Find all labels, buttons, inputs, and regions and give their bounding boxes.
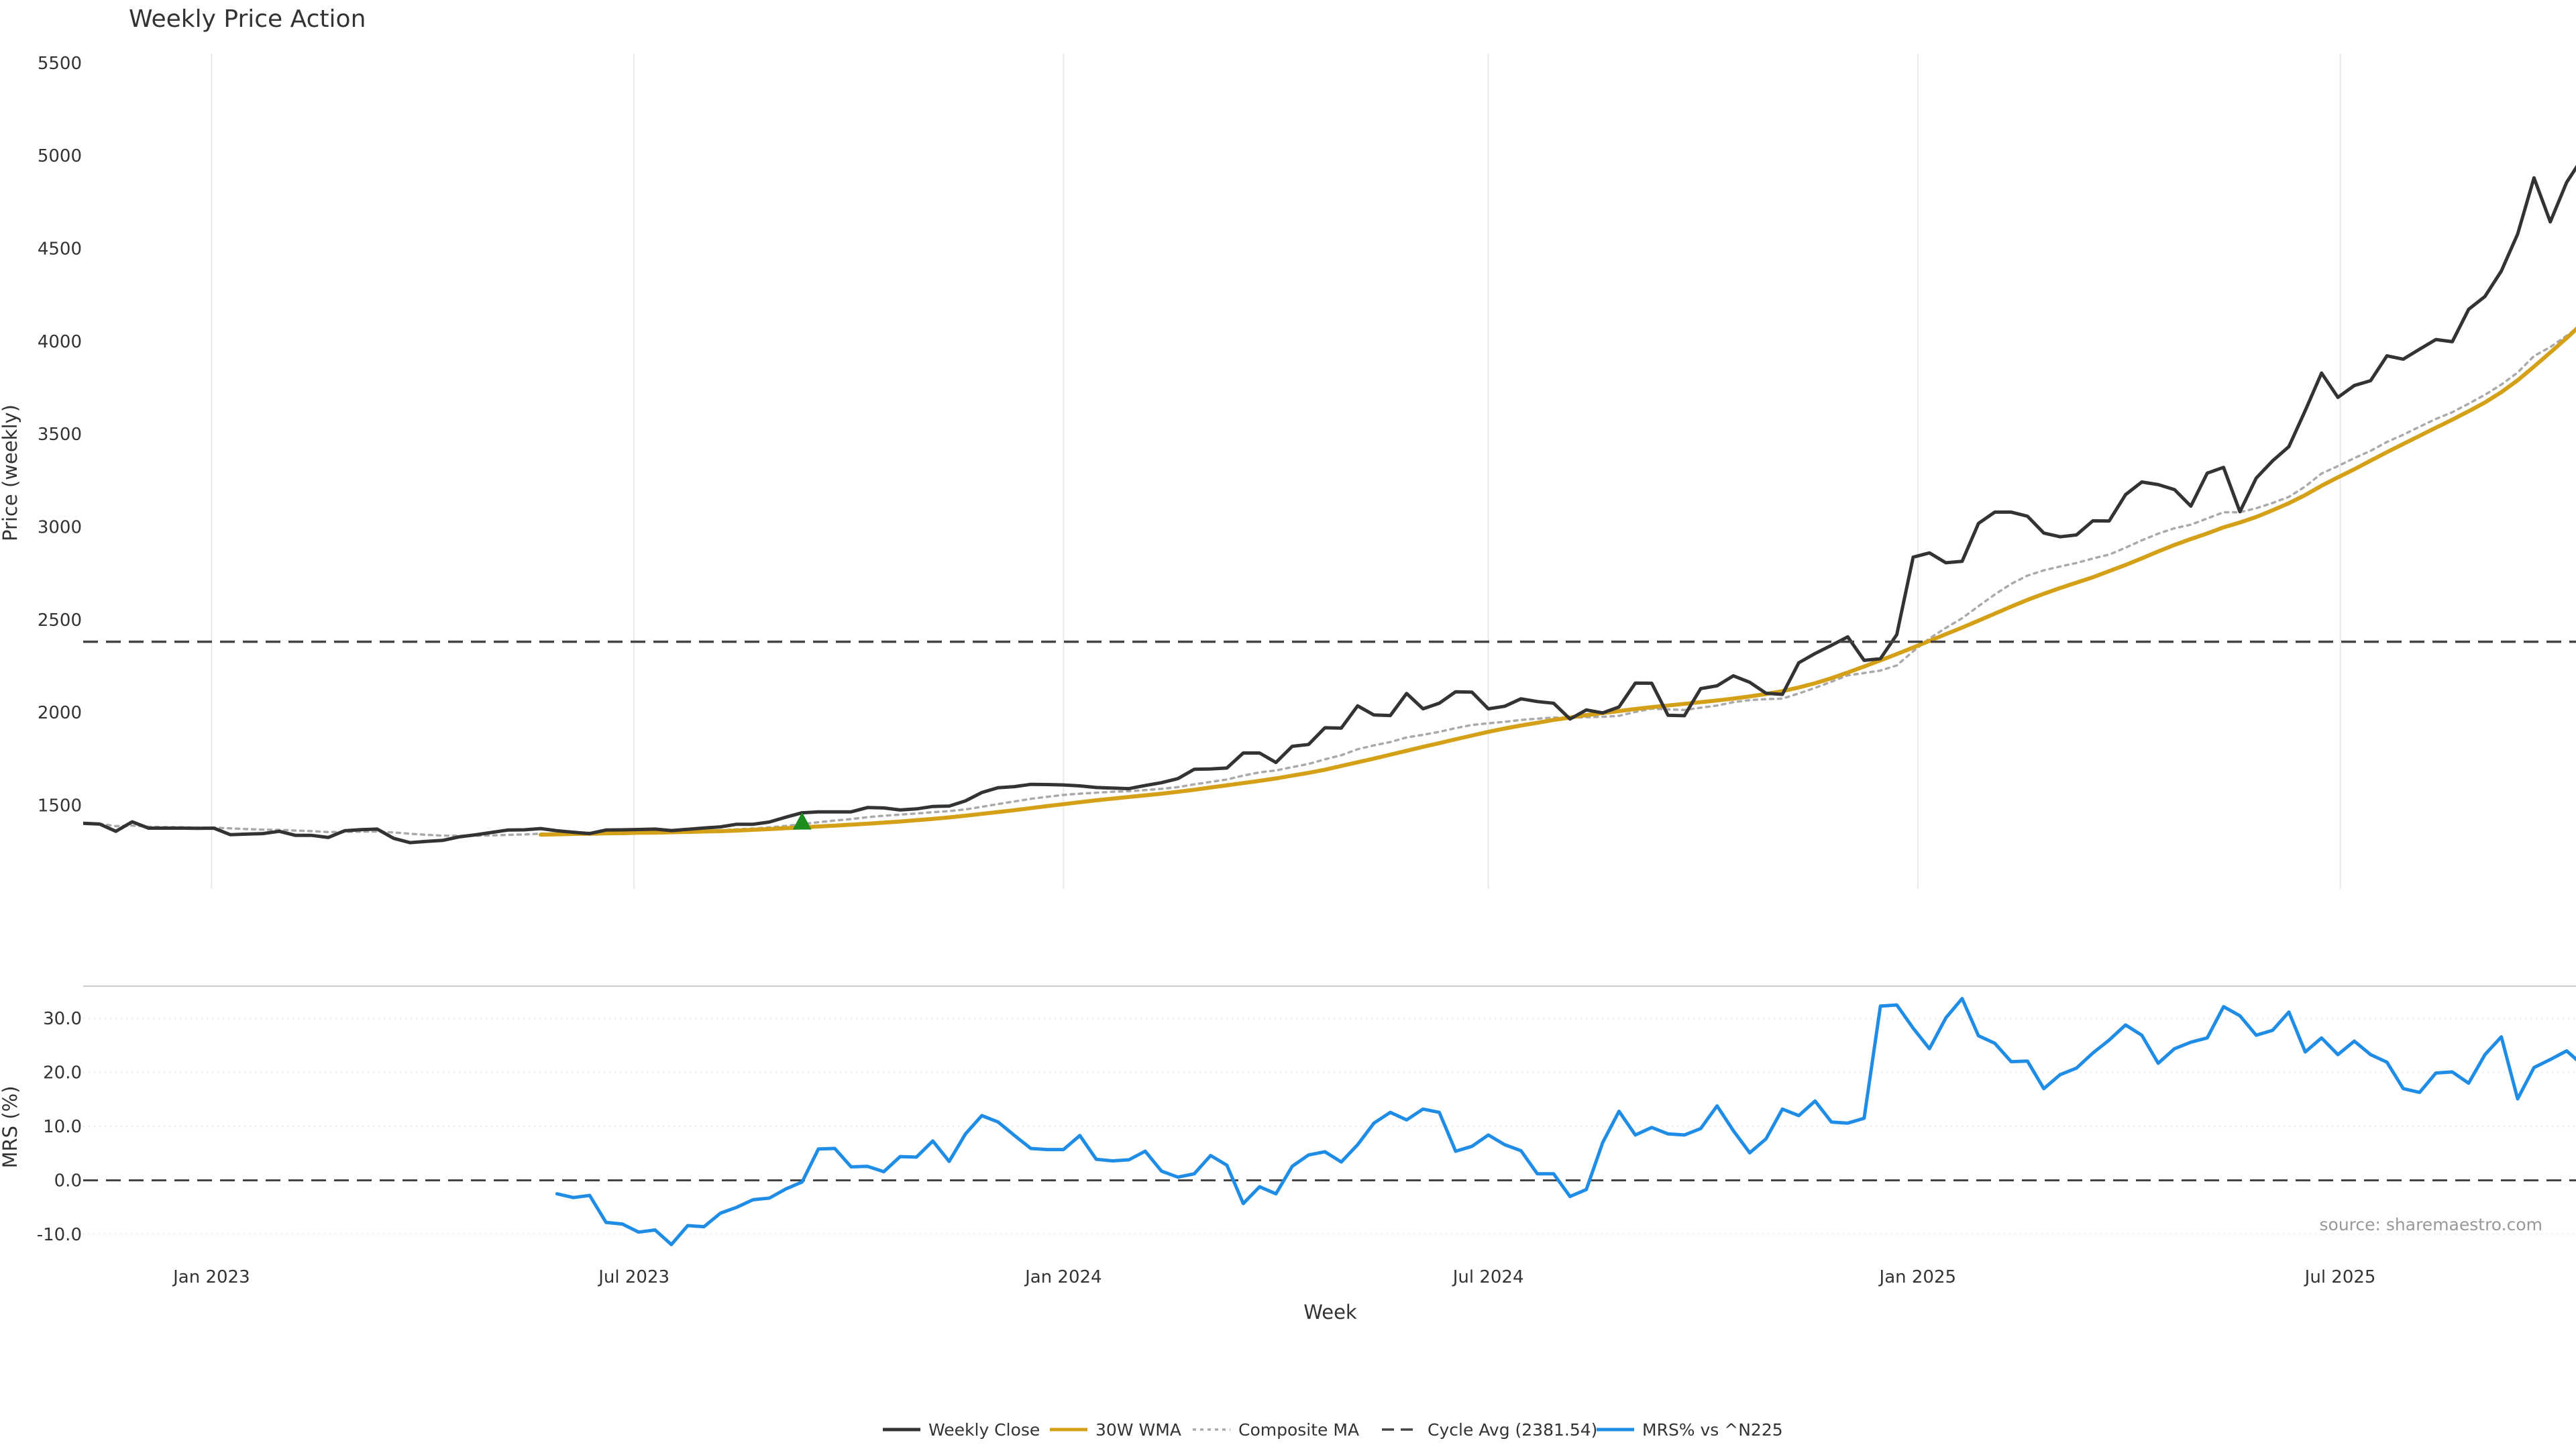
price-grid bbox=[211, 54, 2341, 889]
price-y-tick-label: 4500 bbox=[38, 239, 82, 260]
legend-label: 30W WMA bbox=[1095, 1420, 1181, 1440]
legend-label: Cycle Avg (2381.54) bbox=[1428, 1420, 1597, 1440]
mrs-y-tick-label: 0.0 bbox=[54, 1171, 82, 1191]
price-y-tick-label: 3000 bbox=[38, 518, 82, 538]
price-y-tick-label: 2500 bbox=[38, 610, 82, 631]
mrs-grid bbox=[83, 985, 2576, 1235]
price-y-tick-label: 1500 bbox=[38, 796, 82, 816]
mrs-y-axis-label: MRS (%) bbox=[0, 1086, 21, 1169]
price-y-tick-label: 5500 bbox=[38, 54, 82, 74]
mrs-line bbox=[555, 997, 2576, 1246]
mrs-y-ticks: -10.0 0.0 10.0 20.0 30.0 bbox=[37, 1009, 82, 1245]
x-ticks: Jan 2023 Jul 2023 Jan 2024 Jul 2024 Jan 2025… bbox=[172, 1267, 2375, 1287]
composite-ma-line bbox=[83, 327, 2576, 837]
source-annotation: source: sharemaestro.com bbox=[2320, 1215, 2543, 1234]
mrs-series-group bbox=[83, 997, 2576, 1246]
price-y-tick-label: 3500 bbox=[38, 425, 82, 445]
price-y-tick-label: 2000 bbox=[38, 703, 82, 723]
buy-signal-marker bbox=[792, 812, 812, 830]
x-tick-label: Jan 2023 bbox=[172, 1267, 250, 1287]
mrs-y-tick-label: -10.0 bbox=[37, 1225, 82, 1245]
price-series-group bbox=[83, 164, 2576, 845]
x-tick-label: Jul 2024 bbox=[1452, 1267, 1524, 1287]
price-chart-title: Weekly Price Action bbox=[129, 5, 366, 33]
legend-label: Weekly Close bbox=[928, 1420, 1040, 1440]
price-y-ticks: 1500 2000 2500 3000 3500 4000 4500 5000 5500 bbox=[38, 54, 82, 816]
chart-legend: Weekly Close 30W WMA Composite MA Cycle Avg… bbox=[883, 1420, 1783, 1440]
weekly-close-line bbox=[83, 164, 2576, 845]
price-y-tick-label: 5000 bbox=[38, 146, 82, 166]
x-tick-label: Jul 2025 bbox=[2304, 1267, 2376, 1287]
x-tick-label: Jan 2024 bbox=[1024, 1267, 1102, 1287]
x-axis-label: Week bbox=[1303, 1301, 1357, 1324]
mrs-y-tick-label: 10.0 bbox=[43, 1117, 82, 1137]
x-tick-label: Jul 2023 bbox=[597, 1267, 669, 1287]
price-y-tick-label: 4000 bbox=[38, 332, 82, 352]
legend-label: MRS% vs ^N225 bbox=[1642, 1420, 1783, 1440]
legend-label: Composite MA bbox=[1238, 1420, 1359, 1440]
wma-30w-line bbox=[539, 326, 2576, 837]
price-y-axis-label: Price (weekly) bbox=[0, 405, 21, 541]
mrs-y-tick-label: 20.0 bbox=[43, 1063, 82, 1083]
mrs-y-tick-label: 30.0 bbox=[43, 1009, 82, 1029]
x-tick-label: Jan 2025 bbox=[1878, 1267, 1957, 1287]
